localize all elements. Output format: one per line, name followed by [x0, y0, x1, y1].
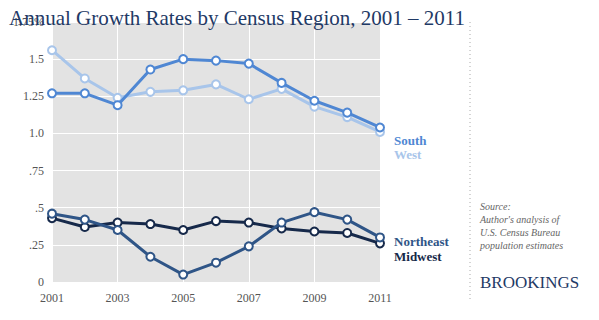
svg-text:.25: .25: [29, 238, 44, 252]
svg-text:Author's analysis of: Author's analysis of: [479, 214, 561, 225]
svg-text:Midwest: Midwest: [394, 249, 442, 264]
svg-text:1.25: 1.25: [23, 89, 44, 103]
svg-text:West: West: [394, 147, 422, 162]
svg-text:2007: 2007: [237, 291, 261, 305]
svg-text:1.5: 1.5: [29, 52, 44, 66]
svg-text:U.S. Census Bureau: U.S. Census Bureau: [480, 227, 560, 238]
svg-text:1.0: 1.0: [29, 126, 44, 140]
svg-text:2001: 2001: [40, 291, 64, 305]
svg-text:.5: .5: [35, 201, 44, 215]
svg-text:2009: 2009: [302, 291, 326, 305]
svg-text:population estimates: population estimates: [479, 240, 563, 251]
svg-text:BROOKINGS: BROOKINGS: [480, 273, 579, 292]
svg-text:Northeast: Northeast: [394, 234, 450, 249]
svg-text:2011: 2011: [368, 291, 392, 305]
svg-text:Source:: Source:: [480, 201, 511, 212]
svg-text:Annual Growth Rates by Census: Annual Growth Rates by Census Region, 20…: [9, 6, 465, 30]
svg-text:2005: 2005: [171, 291, 195, 305]
svg-text:South: South: [394, 133, 427, 148]
svg-text:2003: 2003: [106, 291, 130, 305]
svg-text:0: 0: [38, 275, 44, 289]
svg-text:.75: .75: [29, 164, 44, 178]
